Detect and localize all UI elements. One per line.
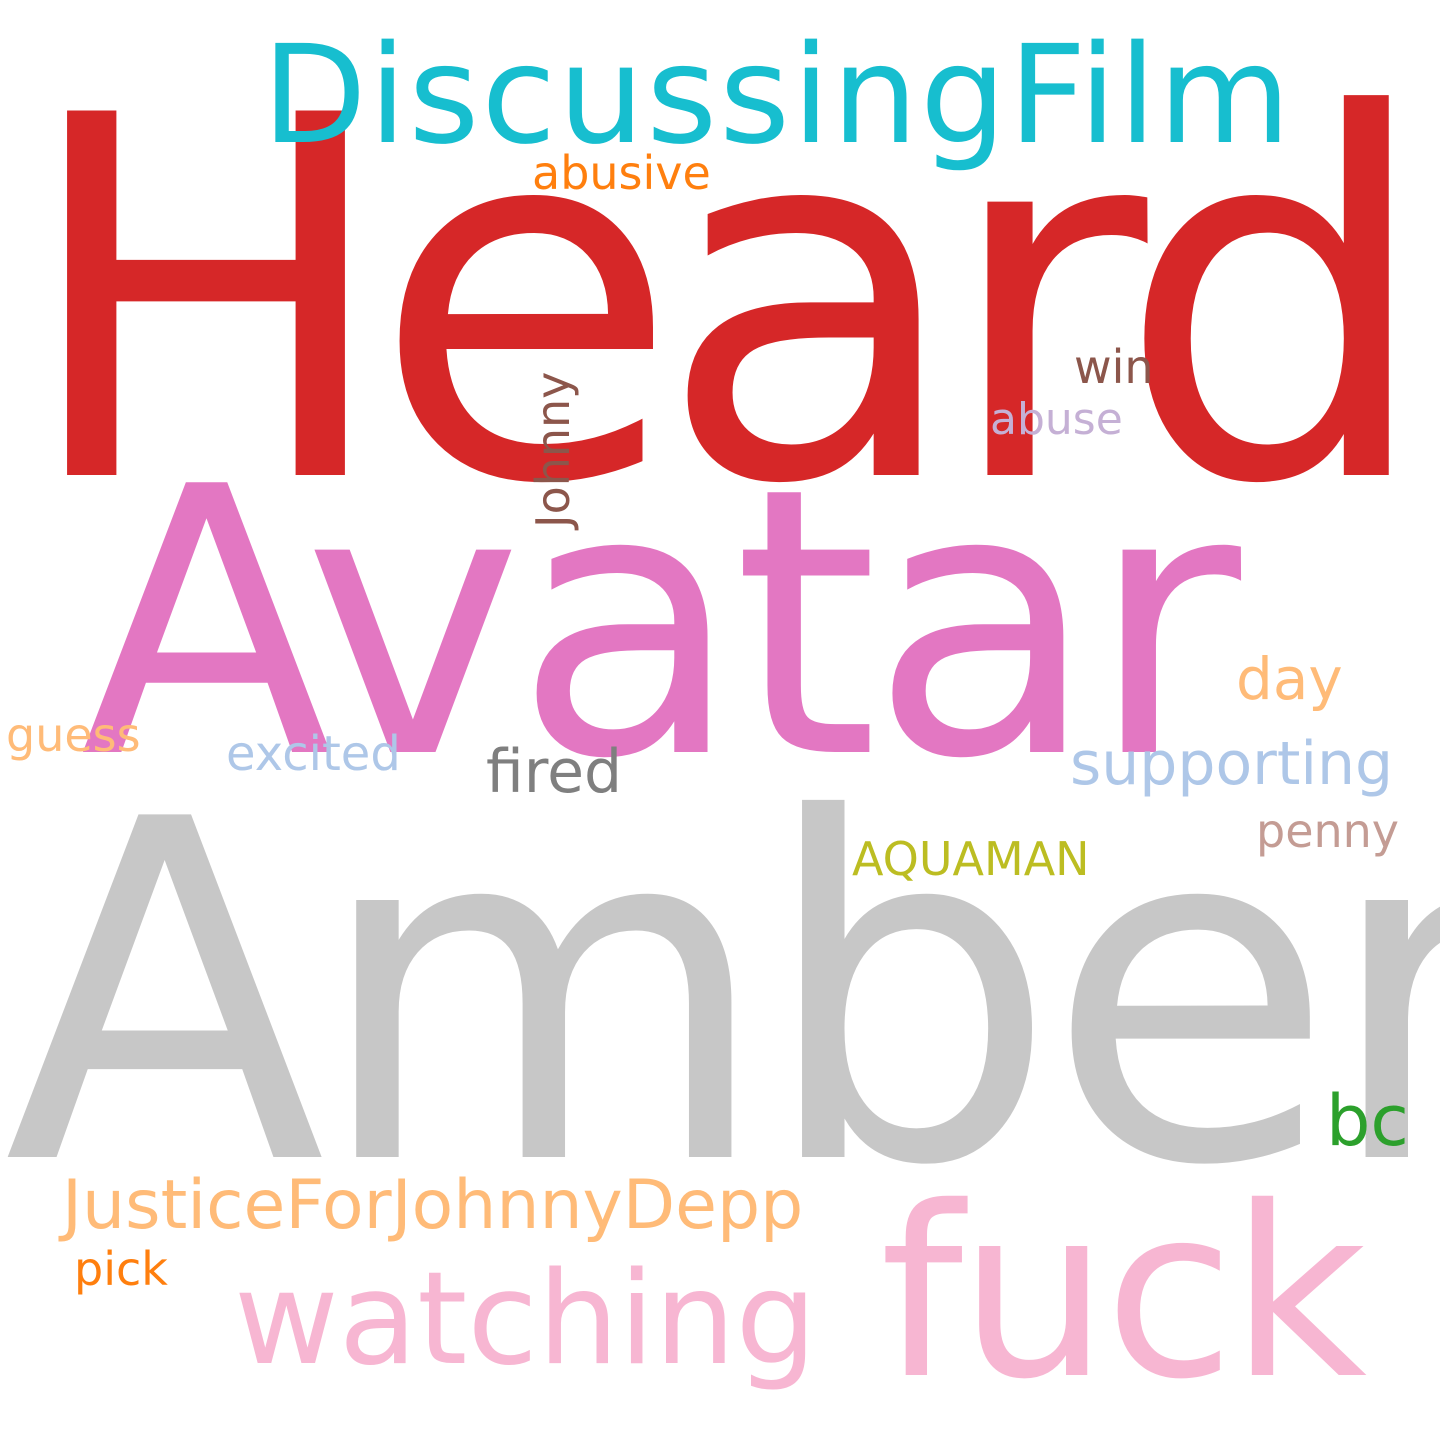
word-avatar: Avatar — [80, 410, 1241, 840]
word-supporting: supporting — [1070, 729, 1394, 799]
word-amber: Amber — [4, 721, 1440, 1268]
word-heard: Heard — [18, 11, 1434, 593]
word-bc: bc — [1326, 1080, 1409, 1162]
word-fuck: fuck — [880, 1156, 1367, 1431]
word-justicefor: JusticeForJohnnyDepp — [62, 1166, 804, 1245]
word-aquaman: AQUAMAN — [852, 832, 1090, 886]
word-guess: guess — [6, 708, 141, 762]
word-watching: watching — [234, 1245, 817, 1394]
word-excited: excited — [226, 726, 401, 782]
word-abusive: abusive — [532, 146, 711, 200]
word-penny: penny — [1256, 804, 1400, 858]
word-win: win — [1074, 340, 1154, 394]
word-fired: fired — [486, 737, 623, 807]
word-discussingfilm: DiscussingFilm — [262, 17, 1293, 175]
word-pick: pick — [74, 1242, 168, 1296]
word-abuse: abuse — [990, 394, 1123, 445]
word-day: day — [1236, 645, 1343, 713]
